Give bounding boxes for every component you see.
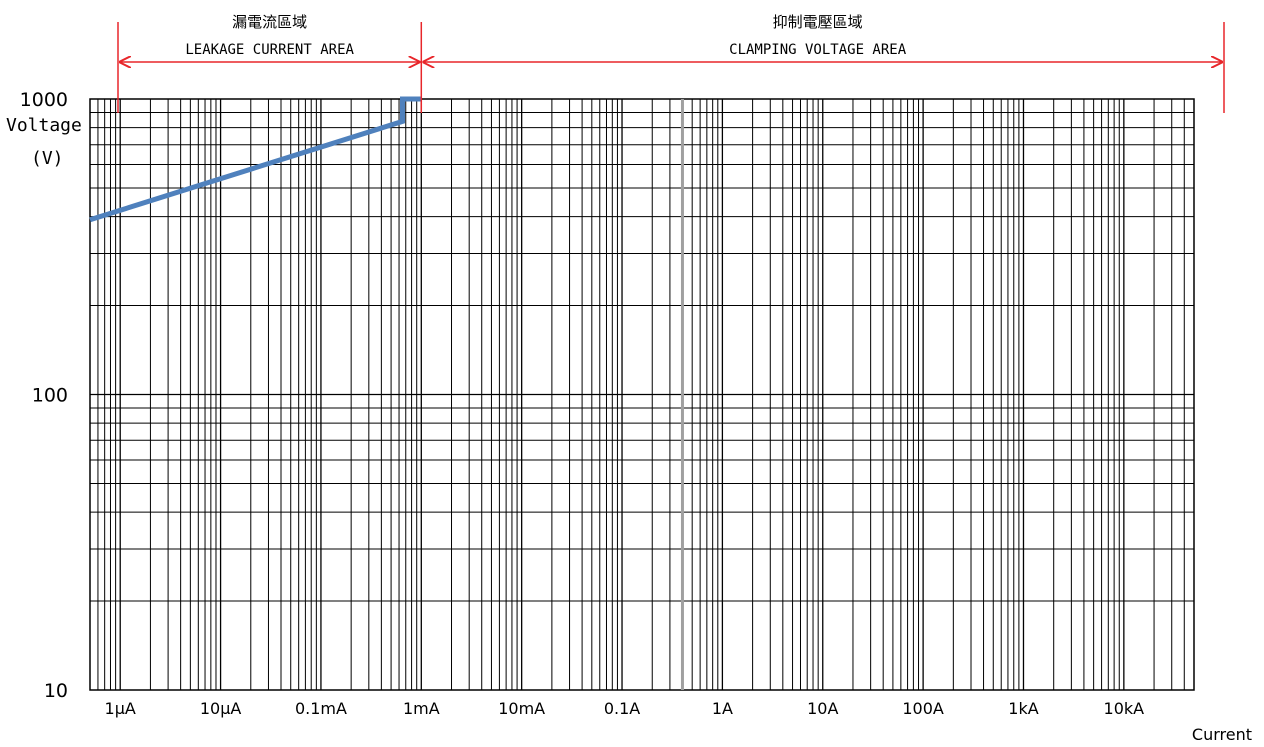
y-tick-label: 10 [44, 680, 68, 702]
region-label-en: CLAMPING VOLTAGE AREA [729, 42, 907, 58]
x-tick-label: 10A [807, 699, 838, 718]
y-tick-label: 100 [32, 385, 68, 407]
x-tick-label: 1kA [1008, 699, 1038, 718]
region-label-en: LEAKAGE CURRENT AREA [185, 42, 354, 58]
horizontal-grid-lines [90, 112, 1194, 602]
series-group [89, 96, 422, 223]
x-tick-label: 10kA [1104, 699, 1145, 718]
x-tick-label: 10mA [498, 699, 545, 718]
y-tick-labels: 10 100 1000 [20, 89, 68, 702]
y-axis-label: Voltage [6, 115, 82, 136]
y-axis-unit-label: (V) [31, 148, 64, 169]
plot-frame [89, 98, 1195, 691]
x-tick-label: 1A [712, 699, 733, 718]
region-label-zh: 漏電流區域 [232, 13, 307, 31]
region-annotations: 漏電流區域 LEAKAGE CURRENT AREA 抑制電壓區域 CLAMPING … [117, 13, 1225, 113]
x-tick-label: 100A [902, 699, 944, 718]
region-label-zh: 抑制電壓區域 [773, 13, 863, 31]
x-tick-label: 1μA [105, 699, 136, 718]
x-tick-label: 1mA [403, 699, 440, 718]
x-axis-label: Current [1192, 725, 1252, 744]
x-tick-label: 0.1A [604, 699, 640, 718]
x-tick-label: 0.1mA [295, 699, 347, 718]
y-tick-label: 1000 [20, 89, 68, 111]
x-tick-label: 10μA [200, 699, 242, 718]
series-line-0 [89, 96, 422, 223]
x-tick-labels: 1μA 10μA 0.1mA 1mA 10mA 0.1A 1A 10A 100A 1kA 10kA [105, 699, 1145, 718]
